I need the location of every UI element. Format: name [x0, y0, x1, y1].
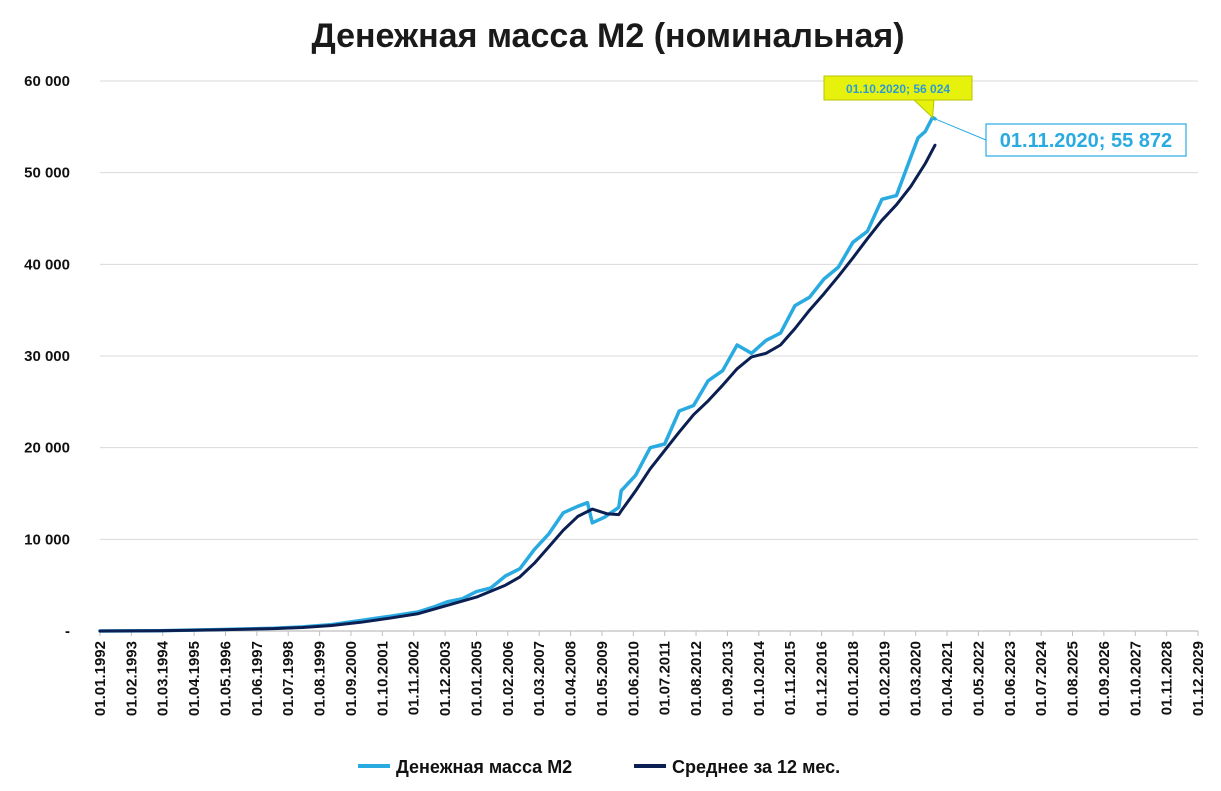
x-tick-label: 01.10.2027: [1127, 641, 1144, 716]
x-tick-label: 01.01.1992: [92, 641, 109, 716]
x-tick-label: 01.03.2007: [531, 641, 548, 716]
x-tick-label: 01.02.1993: [123, 641, 140, 716]
x-tick-label: 01.03.1994: [155, 640, 172, 716]
y-tick-label: 20 000: [24, 440, 70, 457]
x-tick-label: 01.12.2029: [1190, 641, 1207, 716]
series-line-m2: [98, 115, 937, 633]
x-tick-label: 01.07.2011: [657, 641, 674, 715]
x-tick-label: 01.04.2008: [563, 641, 580, 716]
x-tick-label: 01.12.2003: [437, 641, 454, 716]
x-tick-label: 01.09.2026: [1096, 641, 1113, 716]
series-line-avg12: [98, 143, 937, 633]
x-tick-label: 01.12.2016: [814, 641, 831, 716]
annotation-leader-line: [934, 118, 987, 141]
x-tick-label: 01.07.1998: [280, 641, 297, 716]
x-tick-label: 01.01.2005: [468, 641, 485, 716]
plot-area: [98, 115, 937, 633]
annotations: 01.10.2020; 56 024 01.11.2020; 55 872: [823, 75, 1187, 157]
x-tick-label: 01.01.2018: [845, 641, 862, 716]
x-tick-label: 01.10.2001: [374, 641, 391, 716]
x-tick-label: 01.06.2023: [1002, 641, 1019, 716]
x-tick-label: 01.11.2002: [406, 641, 423, 715]
y-tick-label: 50 000: [24, 165, 70, 182]
x-tick-label: 01.11.2028: [1159, 641, 1176, 715]
x-axis: 01.01.1992 01.02.1993 01.03.1994 01.04.1995…: [92, 630, 1207, 716]
x-tick-label: 01.09.2013: [719, 641, 736, 716]
x-tick-label: 01.05.2009: [594, 641, 611, 716]
y-axis: - 10 000 20 000 30 000 40 000 50 000 60 000: [24, 73, 70, 640]
x-tick-label: 01.08.1999: [312, 641, 329, 716]
annotation-box-latest: [985, 123, 1187, 157]
x-tick-label: 01.04.2021: [939, 641, 956, 716]
annotation-box-peak: [823, 75, 973, 101]
annotation-label-peak: 01.10.2020; 56 024: [846, 82, 950, 96]
y-tick-label: 30 000: [24, 348, 70, 365]
chart-title: Денежная масса М2 (номинальная): [311, 17, 904, 55]
annotation-label-latest: 01.11.2020; 55 872: [1000, 130, 1172, 152]
x-tick-label: 01.05.2022: [970, 641, 987, 716]
x-tick-label: 01.06.1997: [249, 641, 266, 716]
y-tick-label: 10 000: [24, 531, 70, 548]
y-tick-label: 60 000: [24, 73, 70, 90]
x-tick-label: 01.04.1995: [186, 641, 203, 716]
x-tick-label: 01.02.2006: [500, 641, 517, 716]
x-tick-label: 01.05.1996: [217, 641, 234, 716]
x-tick-label: 01.06.2010: [625, 641, 642, 716]
x-tick-label: 01.07.2024: [1033, 640, 1050, 716]
x-tick-label: 01.11.2015: [782, 641, 799, 715]
x-tick-label: 01.08.2012: [688, 641, 705, 716]
x-tick-label: 01.10.2014: [751, 640, 768, 716]
x-tick-label: 01.08.2025: [1065, 641, 1082, 716]
x-tick-label: 01.03.2020: [908, 641, 925, 716]
legend: Денежная масса М2 Среднее за 12 мес.: [358, 757, 840, 777]
y-tick-label: -: [65, 623, 70, 640]
x-tick-label: 01.02.2019: [876, 641, 893, 716]
legend-label-avg12: Среднее за 12 мес.: [672, 757, 840, 777]
legend-label-m2: Денежная масса М2: [396, 757, 572, 777]
y-tick-label: 40 000: [24, 256, 70, 273]
x-tick-label: 01.09.2000: [343, 641, 360, 716]
